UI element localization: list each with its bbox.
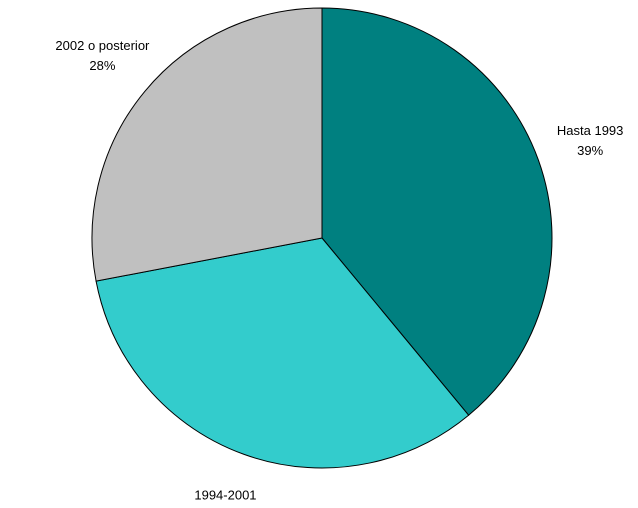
slice-value-label: 39% [577,143,603,158]
slice-label: 2002 o posterior [55,38,150,53]
pie-slice [321,7,553,416]
slice-label: Hasta 1993 [557,123,624,138]
slice-value-label: 28% [89,58,115,73]
pie-slice [95,237,470,469]
slice-label: 1994-2001 [194,488,256,503]
pie-slice [91,7,323,282]
